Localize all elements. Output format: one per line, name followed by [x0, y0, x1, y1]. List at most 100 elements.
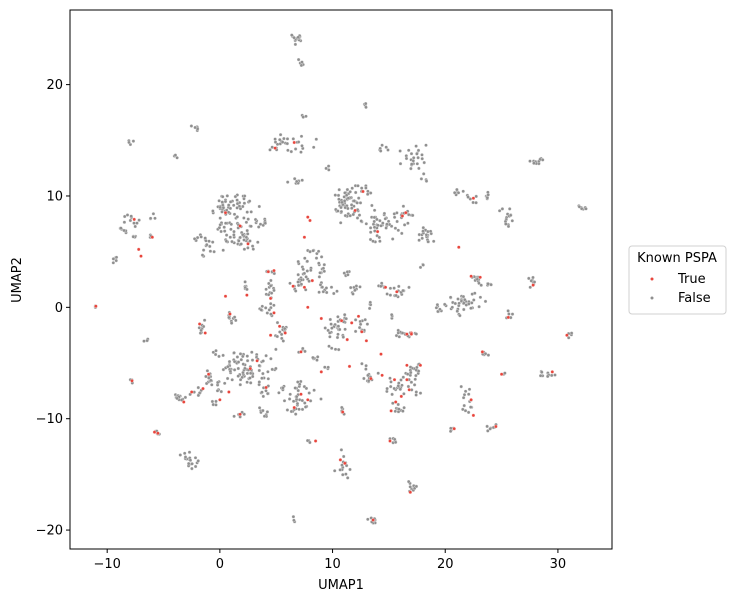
- point-false: [324, 286, 329, 290]
- point-false: [293, 147, 298, 151]
- point-false: [396, 384, 401, 388]
- point-false: [364, 363, 368, 368]
- point-false: [222, 229, 227, 233]
- point-false: [218, 216, 222, 220]
- point-false: [188, 458, 193, 462]
- point-false: [196, 393, 201, 398]
- point-false: [379, 224, 383, 228]
- point-false: [237, 239, 241, 243]
- point-false: [479, 283, 483, 287]
- point-false: [301, 346, 305, 351]
- point-true: [94, 304, 98, 308]
- legend-marker-false: [650, 296, 654, 300]
- point-false: [461, 189, 465, 194]
- point-false: [386, 148, 390, 152]
- point-false: [230, 239, 234, 244]
- point-false: [507, 207, 512, 211]
- point-false: [219, 229, 223, 234]
- point-false: [238, 235, 242, 240]
- point-false: [356, 196, 361, 200]
- point-false: [378, 149, 383, 153]
- point-false: [409, 380, 414, 384]
- point-true: [392, 377, 397, 382]
- point-true: [389, 409, 393, 413]
- point-false: [396, 328, 400, 333]
- y-axis-ticks: −20 −10 0 10 20: [36, 78, 70, 539]
- point-false: [290, 33, 294, 37]
- point-false: [452, 190, 457, 195]
- point-false: [204, 374, 208, 379]
- point-false: [418, 391, 423, 395]
- point-false: [414, 484, 419, 489]
- point-false: [372, 208, 377, 213]
- point-false: [296, 283, 301, 288]
- point-true: [340, 410, 345, 414]
- point-true: [471, 413, 476, 418]
- point-true: [223, 294, 228, 298]
- point-false: [190, 462, 194, 466]
- point-false: [401, 204, 406, 208]
- point-false: [297, 407, 301, 412]
- point-false: [316, 249, 321, 254]
- point-true: [272, 311, 276, 315]
- point-false: [272, 288, 276, 293]
- y-tick-label: 20: [46, 78, 63, 93]
- point-false: [377, 235, 382, 240]
- point-false: [269, 312, 273, 316]
- point-false: [267, 308, 272, 312]
- point-false: [414, 393, 418, 397]
- point-false: [327, 331, 332, 335]
- point-false: [261, 394, 266, 399]
- point-false: [375, 217, 379, 222]
- point-false: [463, 389, 468, 394]
- point-false: [335, 289, 339, 293]
- point-true: [319, 316, 324, 321]
- point-false: [265, 410, 270, 414]
- point-false: [245, 371, 250, 376]
- point-true: [268, 333, 273, 337]
- point-false: [486, 193, 490, 197]
- point-false: [220, 194, 225, 199]
- point-false: [308, 440, 312, 445]
- point-false: [201, 324, 206, 329]
- point-false: [128, 218, 133, 223]
- point-true: [268, 296, 273, 301]
- point-false: [295, 401, 300, 406]
- point-false: [282, 136, 286, 141]
- point-false: [300, 398, 305, 403]
- point-false: [351, 212, 356, 217]
- point-false: [399, 378, 403, 382]
- point-false: [336, 193, 341, 198]
- point-false: [335, 335, 340, 340]
- point-false: [296, 272, 300, 277]
- point-false: [500, 207, 505, 211]
- point-false: [179, 398, 184, 402]
- point-false: [462, 307, 466, 312]
- y-tick-label: 10: [46, 189, 63, 204]
- point-false: [259, 308, 264, 312]
- point-false: [549, 373, 554, 378]
- point-false: [250, 244, 255, 248]
- point-false: [196, 459, 200, 463]
- point-false: [129, 214, 133, 218]
- point-true: [319, 370, 324, 374]
- point-false: [235, 355, 240, 359]
- point-false: [111, 257, 116, 261]
- point-false: [419, 177, 424, 181]
- point-true: [452, 426, 456, 431]
- point-true: [310, 278, 315, 283]
- point-false: [187, 450, 192, 454]
- point-false: [294, 394, 299, 399]
- point-true: [457, 245, 461, 249]
- point-false: [384, 226, 388, 230]
- point-false: [366, 517, 370, 522]
- point-false: [228, 200, 233, 204]
- legend-label-true: True: [677, 272, 706, 287]
- point-false: [246, 217, 250, 221]
- point-false: [300, 60, 304, 64]
- point-false: [406, 479, 411, 484]
- point-false: [256, 225, 261, 229]
- point-true: [248, 366, 253, 371]
- point-false: [401, 288, 405, 293]
- point-false: [486, 353, 491, 357]
